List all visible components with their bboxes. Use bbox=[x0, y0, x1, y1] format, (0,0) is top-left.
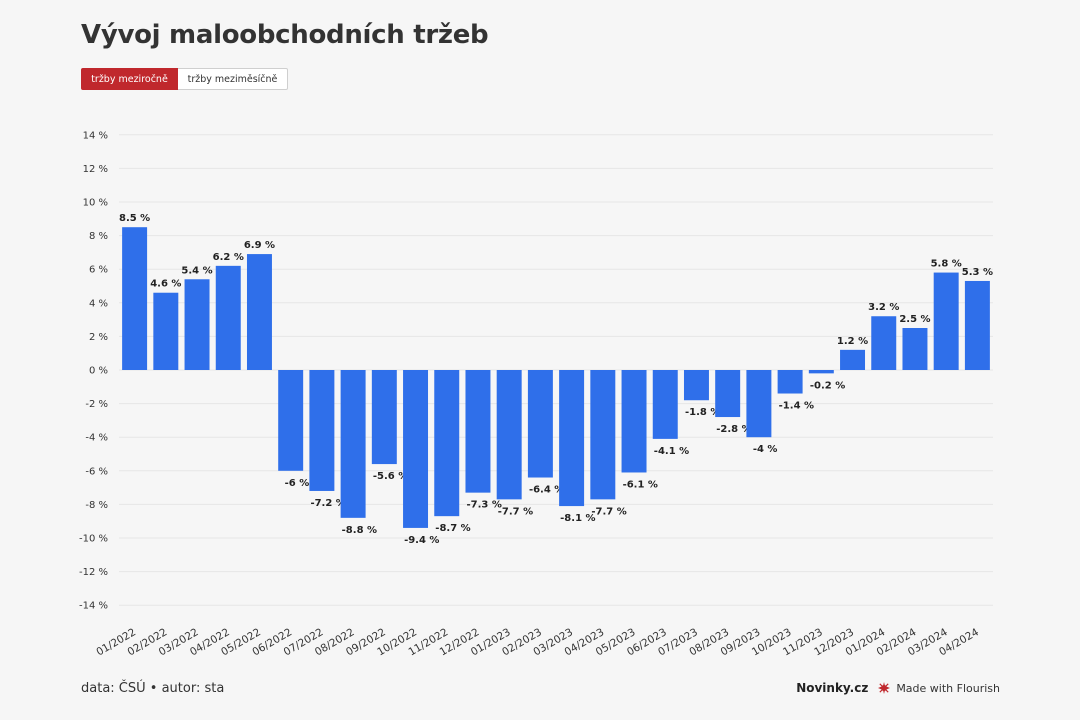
bar[interactable] bbox=[403, 370, 429, 528]
bar[interactable] bbox=[309, 370, 335, 491]
brand-logo[interactable]: Novinky.cz bbox=[796, 681, 869, 695]
y-tick-label: -14 % bbox=[79, 601, 108, 612]
data-label: -0.2 % bbox=[810, 380, 845, 391]
data-label: -6.4 % bbox=[529, 485, 564, 496]
bar[interactable] bbox=[590, 370, 616, 500]
flourish-icon bbox=[878, 682, 891, 694]
y-tick-label: 8 % bbox=[89, 231, 108, 242]
y-tick-label: 2 % bbox=[89, 332, 108, 343]
bar[interactable] bbox=[465, 370, 491, 493]
bar[interactable] bbox=[278, 370, 304, 471]
data-label: 1.2 % bbox=[837, 336, 868, 347]
y-tick-label: -12 % bbox=[79, 567, 108, 578]
bar[interactable] bbox=[122, 227, 148, 370]
data-label: -1.8 % bbox=[685, 407, 720, 418]
bar[interactable] bbox=[964, 280, 990, 370]
data-label: -4.1 % bbox=[654, 446, 689, 457]
data-label: -9.4 % bbox=[404, 535, 439, 546]
bar[interactable] bbox=[527, 370, 553, 478]
data-label: -7.3 % bbox=[467, 500, 502, 511]
data-label: 6.9 % bbox=[244, 240, 275, 251]
bar[interactable] bbox=[153, 292, 179, 370]
data-label: 4.6 % bbox=[150, 279, 181, 290]
y-tick-label: -4 % bbox=[85, 433, 108, 444]
data-label: -8.7 % bbox=[435, 523, 470, 534]
bar-chart: 14 %12 %10 %8 %6 %4 %2 %0 %-2 %-4 %-6 %-… bbox=[78, 130, 994, 659]
footer-branding: Novinky.cz Made with Flourish bbox=[796, 681, 1000, 695]
bar[interactable] bbox=[683, 370, 709, 401]
data-label: -6.1 % bbox=[623, 479, 658, 490]
data-label: -7.2 % bbox=[310, 498, 345, 509]
toggle-yoy-button[interactable]: tržby meziročně bbox=[81, 68, 178, 90]
y-tick-label: -8 % bbox=[85, 500, 108, 511]
bar[interactable] bbox=[871, 316, 897, 370]
source-credit: data: ČSÚ • autor: sta bbox=[81, 681, 225, 696]
bar[interactable] bbox=[246, 254, 272, 370]
y-tick-label: 14 % bbox=[83, 130, 108, 141]
data-label: -4 % bbox=[753, 444, 778, 455]
data-label: 5.4 % bbox=[181, 265, 212, 276]
bar[interactable] bbox=[559, 370, 585, 507]
y-tick-label: -10 % bbox=[79, 534, 108, 545]
data-label: 3.2 % bbox=[868, 302, 899, 313]
y-tick-label: 6 % bbox=[89, 265, 108, 276]
data-label: 2.5 % bbox=[899, 314, 930, 325]
bar[interactable] bbox=[652, 370, 678, 439]
bar[interactable] bbox=[902, 328, 928, 370]
bar[interactable] bbox=[840, 349, 866, 370]
data-label: -2.8 % bbox=[716, 424, 751, 435]
y-tick-label: -2 % bbox=[85, 399, 108, 410]
bar[interactable] bbox=[371, 370, 397, 465]
bar[interactable] bbox=[933, 272, 959, 370]
data-label: 5.3 % bbox=[962, 267, 993, 278]
chart-title: Vývoj maloobchodních tržeb bbox=[81, 20, 489, 50]
data-label: -5.6 % bbox=[373, 471, 408, 482]
bar[interactable] bbox=[184, 279, 210, 370]
bar[interactable] bbox=[340, 370, 366, 518]
data-label: 5.8 % bbox=[931, 259, 962, 270]
bar[interactable] bbox=[746, 370, 772, 438]
bar[interactable] bbox=[808, 370, 834, 374]
data-label: 8.5 % bbox=[119, 213, 150, 224]
data-label: -8.1 % bbox=[560, 513, 595, 524]
toggle-mom-button[interactable]: tržby meziměsíčně bbox=[178, 68, 288, 90]
y-tick-label: 4 % bbox=[89, 298, 108, 309]
data-label: -6 % bbox=[285, 478, 310, 489]
y-tick-label: 0 % bbox=[89, 366, 108, 377]
data-label: -8.8 % bbox=[342, 525, 377, 536]
made-with-flourish-link[interactable]: Made with Flourish bbox=[896, 681, 1000, 695]
bar[interactable] bbox=[621, 370, 647, 473]
bar[interactable] bbox=[434, 370, 460, 517]
y-tick-label: -6 % bbox=[85, 466, 108, 477]
bar[interactable] bbox=[777, 370, 803, 394]
y-tick-label: 12 % bbox=[83, 164, 108, 175]
bar[interactable] bbox=[215, 265, 241, 370]
data-label: 6.2 % bbox=[213, 252, 244, 263]
bar[interactable] bbox=[496, 370, 522, 500]
view-toggle: tržby meziročně tržby meziměsíčně bbox=[81, 68, 288, 90]
bar[interactable] bbox=[715, 370, 741, 418]
data-label: -1.4 % bbox=[779, 401, 814, 412]
data-label: -7.7 % bbox=[591, 506, 626, 517]
y-tick-label: 10 % bbox=[83, 198, 108, 209]
data-label: -7.7 % bbox=[498, 506, 533, 517]
